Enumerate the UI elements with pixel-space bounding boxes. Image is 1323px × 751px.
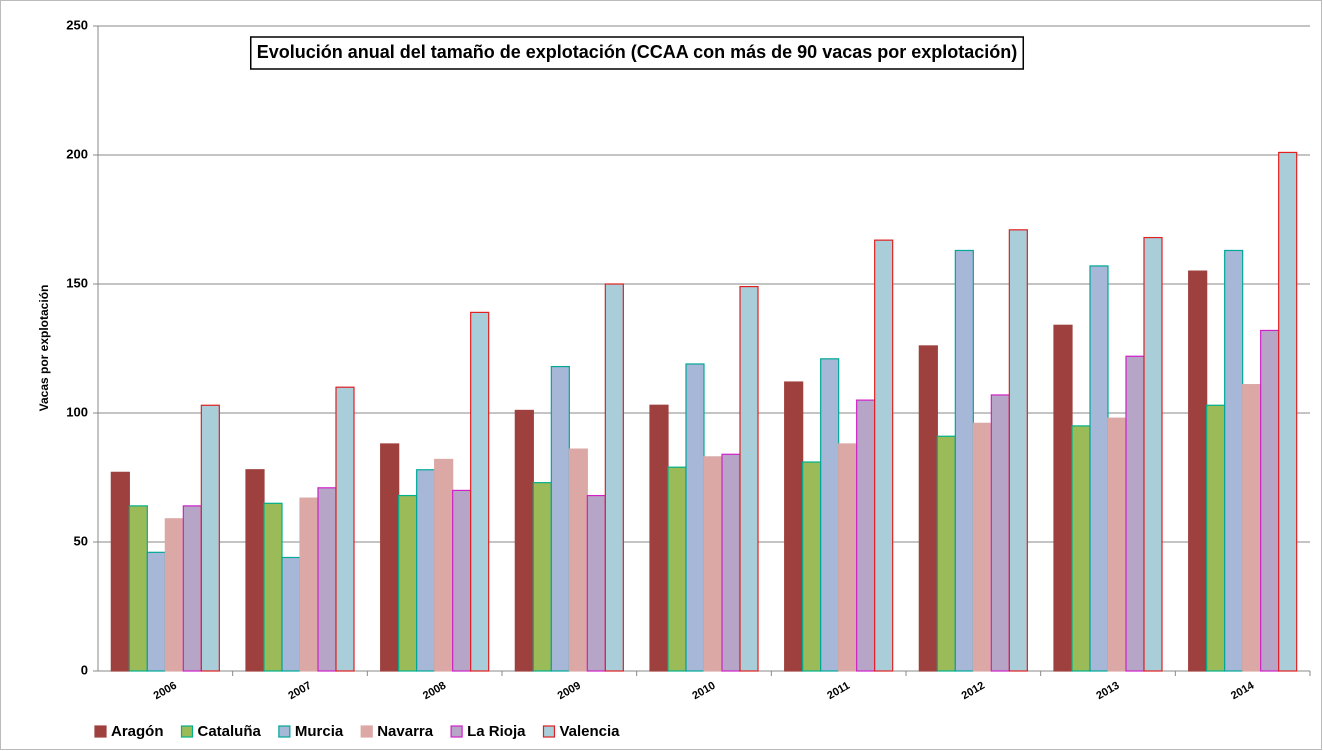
bar [164, 518, 184, 672]
bar [838, 443, 858, 672]
bar [1206, 404, 1226, 672]
bar [281, 556, 301, 672]
bar [649, 404, 669, 672]
y-tick-label: 100 [66, 404, 88, 419]
bar [1278, 151, 1298, 672]
y-axis-label: Vacas por explotación [37, 285, 51, 412]
bar [1143, 236, 1163, 672]
bar [514, 409, 534, 672]
legend-swatch [94, 725, 107, 738]
bar [128, 505, 148, 672]
legend-swatch [278, 725, 291, 738]
bar [972, 422, 992, 672]
bar [586, 494, 606, 672]
chart-title: Evolución anual del tamaño de explotació… [257, 42, 1018, 62]
bar [416, 469, 436, 672]
bar [685, 363, 705, 672]
legend-label: Aragón [111, 723, 164, 740]
y-tick-label: 200 [66, 146, 88, 161]
title-box [249, 36, 1025, 70]
legend-label: Navarra [377, 723, 434, 740]
bar [1188, 270, 1208, 672]
bar [398, 494, 418, 672]
bar [874, 239, 894, 672]
bar [182, 505, 202, 672]
bar [568, 448, 588, 672]
y-tick-label: 250 [66, 17, 88, 32]
bar [146, 551, 166, 672]
bar [990, 394, 1010, 672]
bar [954, 249, 974, 672]
bar [667, 466, 687, 672]
legend-swatch [542, 725, 556, 738]
bar [1125, 355, 1145, 672]
bar [936, 435, 956, 672]
bar [739, 285, 759, 672]
bar [299, 497, 319, 672]
y-tick-label: 50 [74, 533, 88, 548]
bar [604, 283, 624, 672]
bar [1008, 229, 1028, 672]
legend-swatch [450, 725, 463, 738]
bar [452, 489, 472, 672]
bar [918, 345, 938, 672]
bar [434, 458, 454, 672]
bar [532, 482, 552, 672]
bar [470, 311, 490, 672]
bar [721, 453, 741, 672]
bar [550, 365, 570, 672]
bar [802, 461, 822, 672]
bar [200, 404, 220, 672]
legend-label: Cataluña [198, 723, 262, 740]
bar [1260, 329, 1280, 672]
bar [820, 358, 840, 672]
legend-swatch [360, 725, 373, 738]
bar [703, 456, 723, 672]
bar [263, 502, 283, 672]
legend-swatch [180, 725, 194, 738]
bar [784, 381, 804, 672]
bar [1089, 265, 1109, 672]
bar [1242, 384, 1262, 672]
bar [245, 469, 265, 672]
bar [856, 399, 876, 672]
legend-label: Valencia [559, 723, 620, 740]
bar [335, 386, 355, 672]
bar [317, 487, 337, 672]
bar [1224, 249, 1244, 672]
legend-label: La Rioja [467, 723, 526, 740]
bar [110, 471, 130, 672]
bar [1071, 425, 1091, 672]
bar [1053, 324, 1073, 672]
y-tick-label: 150 [66, 275, 88, 290]
y-tick-label: 0 [81, 662, 88, 677]
legend-label: Murcia [295, 723, 344, 740]
bar [380, 443, 400, 672]
bar [1107, 417, 1127, 672]
